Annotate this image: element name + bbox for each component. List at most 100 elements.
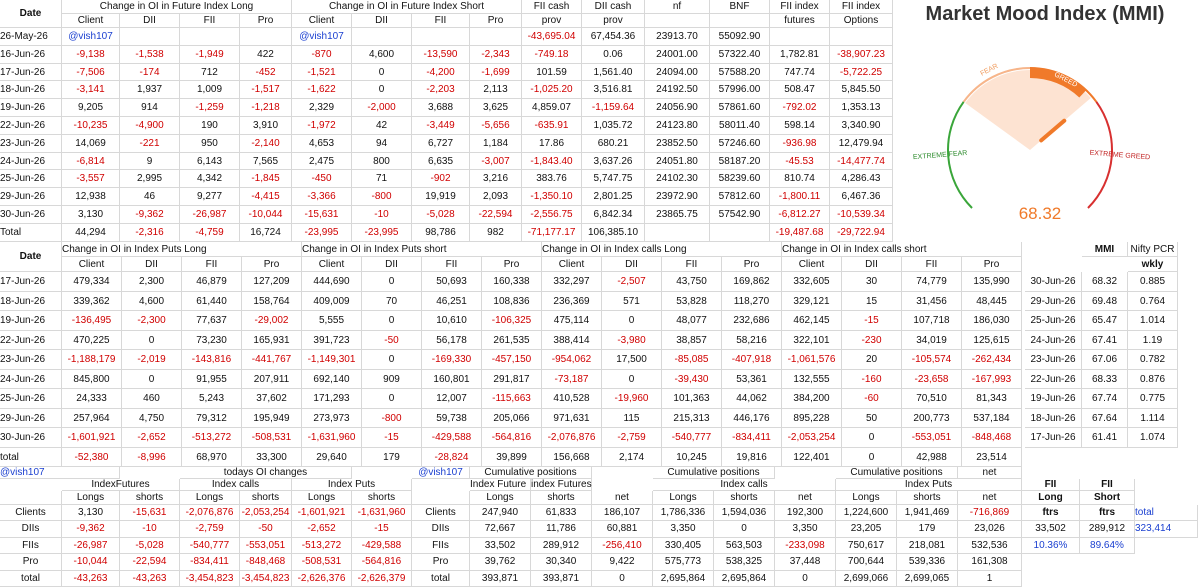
cell: [120, 28, 180, 46]
column-subheader: Pro: [722, 257, 782, 272]
cell: -26,987: [180, 206, 240, 224]
column-subheader: [0, 491, 62, 505]
cell: 23,026: [958, 521, 1022, 538]
cell: 508.47: [770, 81, 830, 100]
cell: -848,468: [240, 554, 292, 571]
cell: -1,538: [120, 45, 180, 64]
cell: 329,121: [782, 291, 842, 311]
row-label: Clients: [0, 505, 62, 522]
cell: 0: [842, 447, 902, 467]
banner: net: [958, 467, 1022, 479]
cell: -73,187: [542, 369, 602, 389]
cell: 1,941,469: [897, 505, 958, 522]
cell: 195,949: [242, 408, 302, 428]
cell: 1,782.81: [770, 45, 830, 64]
cell: 0.885: [1128, 272, 1178, 292]
cell: -9,362: [62, 521, 120, 538]
cell: 10,245: [662, 447, 722, 467]
cell: 6,467.36: [830, 188, 893, 206]
banner: Cumulative positions: [653, 467, 775, 479]
cell: 0: [352, 81, 412, 100]
cell: 61,833: [531, 505, 592, 522]
cell: -1,517: [240, 81, 292, 100]
cell: 31,456: [902, 291, 962, 311]
cell: -143,816: [182, 350, 242, 370]
cell: -160: [842, 369, 902, 389]
cell: 982: [470, 223, 522, 242]
cell: -28,824: [422, 447, 482, 467]
cell: -29,002: [242, 311, 302, 331]
cell: 2,300: [122, 272, 182, 292]
cell: -540,777: [662, 428, 722, 448]
row-label: FIIs: [0, 537, 62, 555]
cell: 384,200: [782, 389, 842, 409]
cell: 3,216: [470, 170, 522, 189]
cell: 1,353.13: [830, 99, 893, 117]
cell: [180, 28, 240, 46]
group-header: Index Future: [470, 479, 531, 491]
cell: 800: [352, 152, 412, 171]
cell: -2,076,876: [542, 428, 602, 448]
cell: -3,141: [62, 81, 120, 100]
cell: -106,325: [482, 311, 542, 331]
cell: 57996.00: [710, 81, 770, 100]
cell: 186,030: [962, 311, 1022, 331]
column-subheader: Pro: [240, 14, 292, 28]
column-header: Change in OI in Index calls Long: [542, 242, 782, 257]
cell: 71: [352, 170, 412, 189]
cell: 3,350: [775, 521, 836, 538]
banner: @vish107: [412, 467, 470, 479]
cell: 23913.70: [645, 28, 710, 46]
cell: -19,487.68: [770, 223, 830, 242]
cell: 50: [842, 408, 902, 428]
column-subheader: Longs: [836, 491, 897, 505]
cell: 108,836: [482, 291, 542, 311]
cell: 24,333: [62, 389, 122, 409]
column-subheader: Longs: [292, 491, 352, 505]
column-subheader: net: [775, 491, 836, 505]
cell: [770, 28, 830, 46]
row-label: DIIs: [412, 521, 470, 538]
cell: -2,053,254: [240, 505, 292, 522]
cell: 46,879: [182, 272, 242, 292]
column-header: Nifty PCR: [1128, 242, 1178, 257]
cell: -9,362: [120, 206, 180, 224]
cell: 236,369: [542, 291, 602, 311]
column-subheader: shorts: [352, 491, 412, 505]
cell: -792.02: [770, 99, 830, 117]
gauge-zone: [947, 101, 973, 209]
cell: -10,235: [62, 117, 120, 135]
cell: 161,308: [958, 554, 1022, 571]
column-subheader: prov: [582, 14, 645, 28]
cell: -10: [352, 206, 412, 224]
cell: -716,869: [958, 505, 1022, 522]
cell: -2,626,379: [352, 570, 412, 587]
cell: -1,949: [180, 45, 240, 64]
cell: -2,203: [412, 81, 470, 100]
cell: 115: [602, 408, 662, 428]
cell: 0: [362, 272, 422, 292]
cell: 0: [775, 570, 836, 587]
cell: 24102.30: [645, 170, 710, 189]
cell: 257,964: [62, 408, 122, 428]
cell: 16,724: [240, 223, 292, 242]
row-label: 23-Jun-26: [0, 134, 62, 153]
row-label: Pro: [0, 554, 62, 571]
row-label: Clients: [412, 505, 470, 522]
column-subheader: Options: [830, 14, 893, 28]
cell: 61,440: [182, 291, 242, 311]
cell: 29,640: [302, 447, 362, 467]
cell: 23972.90: [645, 188, 710, 206]
cell: 747.74: [770, 63, 830, 82]
row-label: 18-Jun-26: [0, 291, 62, 311]
fii-header: ftrs: [1022, 505, 1080, 522]
cell: -513,272: [292, 537, 352, 555]
row-label: Total: [0, 223, 62, 242]
cell: 200,773: [902, 408, 962, 428]
cell: 700,644: [836, 554, 897, 571]
cell: -800: [362, 408, 422, 428]
cell: -1,699: [470, 63, 522, 82]
cell: 58239.60: [710, 170, 770, 189]
cell: 409,009: [302, 291, 362, 311]
cell: -2,300: [122, 311, 182, 331]
